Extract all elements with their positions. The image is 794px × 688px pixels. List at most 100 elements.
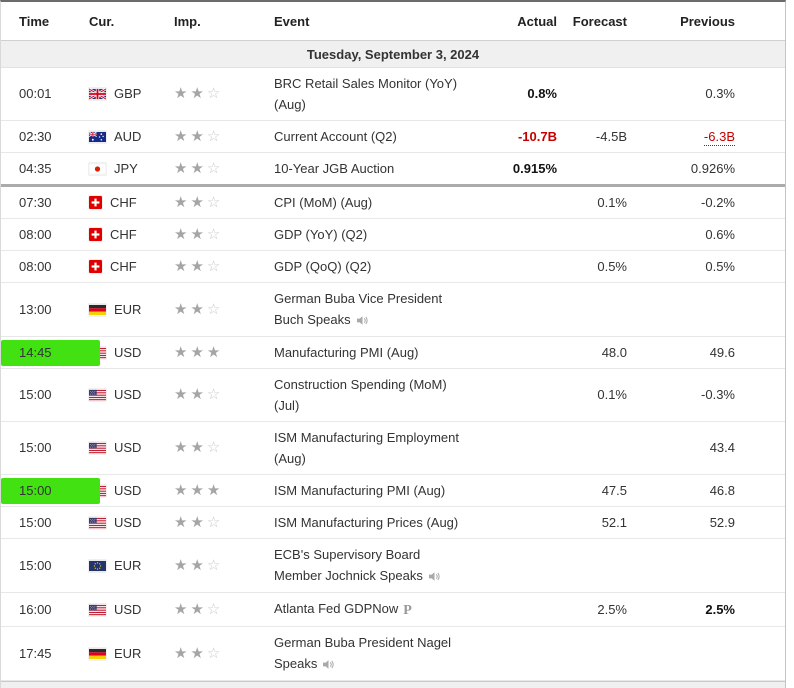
calendar-body: 00:01 GBP ★★☆ BRC Retail Sales Monitor (… (1, 68, 785, 681)
importance-stars: ★★☆ (156, 127, 271, 145)
currency-code: USD (114, 440, 142, 455)
actual-value: 0.915% (512, 160, 557, 176)
event-link[interactable]: CPI (MoM) (Aug) (274, 195, 373, 210)
currency-code: USD (114, 344, 142, 360)
event-link[interactable]: Current Account (Q2) (274, 129, 397, 144)
event-link[interactable]: Construction Spending (MoM) (Jul) (274, 377, 447, 413)
previous-value: 0.6% (705, 226, 735, 242)
event-name-cell: Current Account (Q2) (271, 126, 506, 147)
event-link[interactable]: 10-Year JGB Auction (274, 161, 395, 176)
event-link[interactable]: ISM Manufacturing Employment (Aug) (274, 430, 459, 466)
event-currency-cell: JPY (71, 159, 156, 179)
event-link[interactable]: German Buba Vice President Buch Speaks (274, 291, 443, 327)
previous-value: 0.5% (705, 258, 735, 274)
event-time-cell: 16:00 (1, 600, 71, 620)
star-filled-icon: ★★ (174, 644, 207, 662)
event-time: 15:00 (19, 387, 52, 402)
speaker-icon (322, 655, 335, 675)
event-time: 07:30 (19, 194, 52, 210)
event-link[interactable]: ECB's Supervisory Board Member Jochnick … (274, 547, 423, 583)
star-filled-icon: ★★ (174, 556, 207, 574)
event-time-cell: 15:00 (1, 477, 100, 504)
event-currency-cell: EUR (71, 300, 156, 320)
flag-eur-icon (89, 560, 106, 572)
importance-stars: ★★☆ (156, 601, 271, 618)
event-row: 15:00 EUR ★★☆ ECB's Supervisory Board Me… (1, 539, 785, 593)
column-header-event: Event (274, 14, 310, 29)
event-time: 14:45 (19, 344, 52, 360)
star-empty-icon: ☆ (206, 257, 224, 275)
event-time-cell: 15:00 (1, 438, 71, 458)
currency-code: USD (114, 601, 142, 617)
event-name-cell: BRC Retail Sales Monitor (YoY) (Aug) (271, 73, 506, 115)
speaker-icon (428, 567, 441, 587)
star-filled-icon: ★★ (174, 127, 207, 145)
forecast-value: 0.1% (597, 387, 627, 402)
importance-stars: ★★☆ (156, 160, 271, 177)
event-currency-cell: EUR (71, 556, 156, 576)
star-empty-icon: ☆ (206, 513, 224, 531)
event-row: 02:30 AUD ★★☆ Current Account (Q2) -10.7… (1, 121, 785, 153)
event-name-cell: ISM Manufacturing PMI (Aug) (271, 480, 506, 501)
currency-code: CHF (110, 194, 137, 210)
importance-stars: ★★☆ (156, 193, 271, 211)
event-time-cell: 15:00 (1, 385, 71, 405)
star-empty-icon: ☆ (206, 439, 224, 456)
currency-code: GBP (114, 86, 142, 101)
event-currency-cell: USD (71, 600, 156, 620)
event-name-cell: Manufacturing PMI (Aug) (271, 342, 506, 363)
flag-usd-icon (89, 517, 106, 529)
event-row: 04:35 JPY ★★☆ 10-Year JGB Auction 0.915%… (1, 153, 785, 187)
event-link[interactable]: GDP (YoY) (Q2) (274, 227, 368, 242)
flag-aud-icon (89, 131, 106, 143)
event-currency-cell: EUR (71, 644, 156, 664)
currency-code: USD (114, 482, 142, 498)
event-row: 08:00 CHF ★★☆ GDP (QoQ) (Q2) 0.5% 0.5% (1, 251, 785, 283)
event-currency-cell: USD (71, 513, 156, 533)
star-empty-icon: ☆ (206, 386, 224, 403)
event-link[interactable]: ISM Manufacturing Prices (Aug) (274, 515, 459, 530)
star-filled-icon: ★★ (174, 193, 207, 211)
event-link[interactable]: ISM Manufacturing PMI (Aug) (274, 483, 446, 498)
forecast-value: 52.1 (601, 514, 627, 530)
forecast-value: -4.5B (595, 128, 627, 144)
flag-jpy-icon (89, 163, 106, 175)
event-row: 14:45 USD ★★★ Manufacturing PMI (Aug) 48… (1, 337, 785, 369)
event-time-cell: 13:00 (1, 300, 71, 320)
star-filled-icon: ★★ (174, 300, 207, 318)
event-link[interactable]: Manufacturing PMI (Aug) (274, 345, 419, 360)
currency-code: CHF (110, 226, 137, 242)
event-time-cell: 02:30 (1, 127, 71, 147)
event-link[interactable]: German Buba President Nagel Speaks (274, 635, 452, 671)
previous-value: -0.3% (701, 387, 735, 402)
event-row: 08:00 CHF ★★☆ GDP (YoY) (Q2) 0.6% (1, 219, 785, 251)
flag-usd-icon (89, 389, 106, 401)
column-header-time: Time (19, 14, 50, 29)
flag-chf-icon (89, 196, 102, 209)
previous-value: 43.4 (709, 440, 735, 455)
star-filled-icon: ★★★ (174, 481, 224, 499)
event-time: 15:00 (19, 557, 52, 573)
event-link[interactable]: GDP (QoQ) (Q2) (274, 259, 372, 274)
event-time: 16:00 (19, 601, 52, 617)
forecast-value: 0.5% (597, 258, 627, 274)
star-empty-icon: ☆ (206, 127, 224, 145)
event-row: 17:45 EUR ★★☆ German Buba President Nage… (1, 627, 785, 681)
column-header-importance: Imp. (174, 14, 201, 29)
event-link[interactable]: BRC Retail Sales Monitor (YoY) (Aug) (274, 76, 458, 112)
star-filled-icon: ★★ (174, 225, 207, 243)
flag-usd-icon (89, 442, 106, 454)
table-header-row: Time Cur. Imp. Event Actual Forecast Pre… (1, 2, 785, 41)
event-row: 15:00 USD ★★★ ISM Manufacturing PMI (Aug… (1, 475, 785, 507)
column-header-forecast: Forecast (572, 14, 627, 29)
event-row: 07:30 CHF ★★☆ CPI (MoM) (Aug) 0.1% -0.2% (1, 187, 785, 219)
event-link[interactable]: Atlanta Fed GDPNow (274, 601, 399, 616)
currency-code: AUD (114, 128, 142, 144)
forecast-value: 48.0 (601, 344, 627, 360)
preliminary-report-icon: P (403, 603, 412, 618)
event-row: 15:00 USD ★★☆ ISM Manufacturing Prices (… (1, 507, 785, 539)
event-row: 15:00 USD ★★☆ ISM Manufacturing Employme… (1, 422, 785, 475)
event-time: 17:45 (19, 645, 52, 661)
importance-stars: ★★☆ (156, 440, 271, 456)
